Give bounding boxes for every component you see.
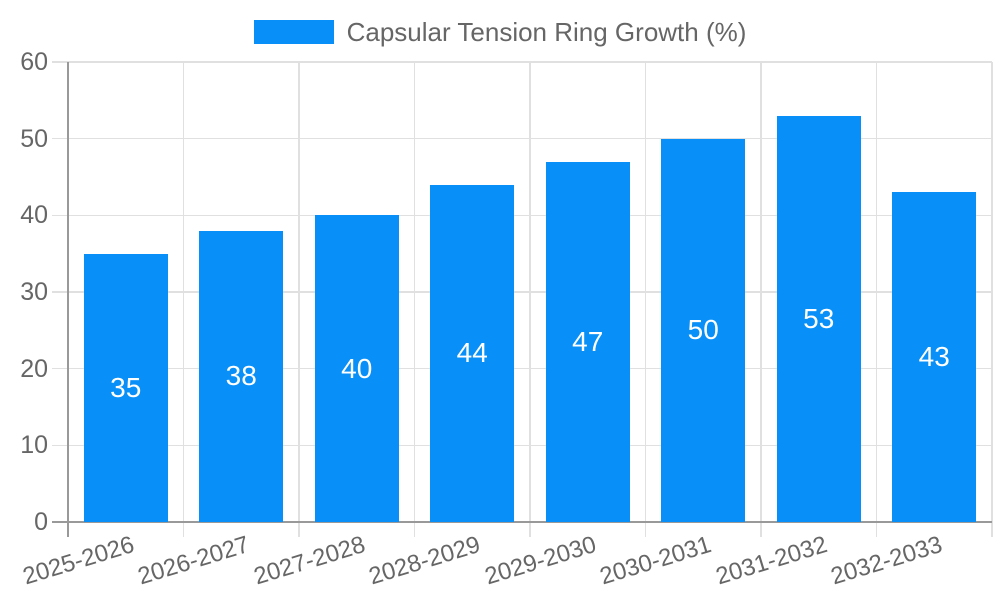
chart-legend: Capsular Tension Ring Growth (%) [0,19,1000,45]
bar [199,230,284,522]
bar-value-label: 47 [572,325,604,357]
y-axis-line [67,62,69,537]
x-axis-line [52,521,992,523]
x-gridline [991,62,993,537]
legend-swatch-icon [253,20,334,44]
x-axis-tick-label: 2028-2029 [366,531,484,591]
x-gridline [298,62,300,537]
x-axis-tick-label: 2029-2030 [481,531,600,591]
x-gridline [875,62,878,537]
x-gridline [760,62,762,537]
legend-label: Capsular Tension Ring Growth (%) [346,17,747,47]
bar [545,161,630,522]
bar [430,184,515,522]
bar-value-label: 38 [225,360,257,392]
bar-value-label: 44 [456,337,488,369]
x-gridline [529,62,531,537]
bar-value-label: 53 [803,302,835,334]
x-gridline [413,62,416,537]
y-gridline [52,61,992,63]
x-gridline [644,62,647,537]
y-axis-tick-label: 40 [20,201,48,230]
bar-value-label: 43 [918,341,950,373]
y-axis-tick-label: 30 [20,278,48,306]
y-gridline [52,367,992,370]
x-axis-tick-label: 2030-2031 [597,531,715,591]
legend-item[interactable]: Capsular Tension Ring Growth (%) [253,17,747,47]
y-gridline [52,137,992,140]
bar [83,253,168,522]
bar-value-label: 35 [110,371,142,403]
bar-value-label: 50 [687,314,719,346]
y-gridline [52,291,992,293]
x-gridline [182,62,185,537]
y-gridline [52,444,992,447]
x-axis-tick-label: 2031-2032 [712,531,831,591]
x-axis-tick-label: 2026-2027 [135,531,253,591]
bar-value-label: 40 [341,352,373,384]
y-axis-tick-label: 60 [20,48,48,76]
bar [314,215,399,522]
y-axis-tick-label: 10 [20,431,48,460]
bar [892,192,977,522]
y-axis-tick-label: 0 [34,508,48,536]
y-axis-tick-label: 20 [20,354,48,383]
y-gridline [52,214,992,217]
bar [661,138,746,522]
x-axis-tick-label: 2027-2028 [250,531,369,591]
y-axis-tick-label: 50 [20,124,48,153]
x-axis-tick-label: 2025-2026 [19,531,138,591]
bar [776,115,861,522]
x-axis-tick-label: 2032-2033 [828,531,946,591]
